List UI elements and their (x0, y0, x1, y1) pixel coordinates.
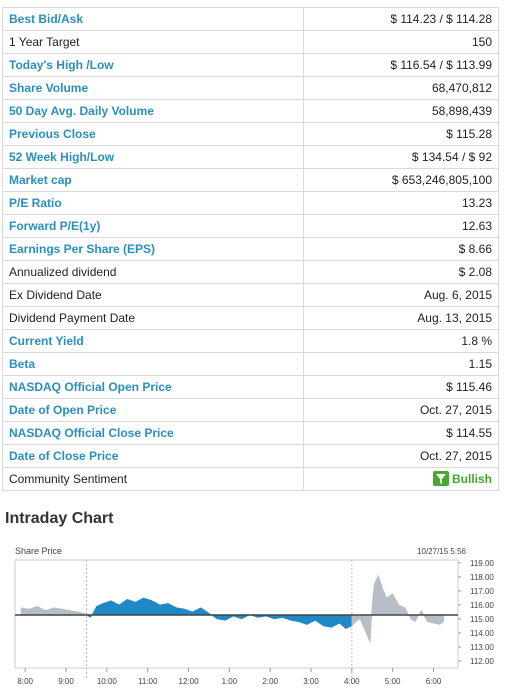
x-tick-label: 10:00 (97, 677, 118, 686)
y-tick-label: 118.00 (470, 573, 494, 582)
community-sentiment-value: Bullish (303, 467, 499, 491)
series-label: Share Price (15, 546, 62, 556)
quote-row: Earnings Per Share (EPS) $ 8.66 (1, 237, 499, 261)
after-hours-area (351, 574, 445, 643)
quote-row-value: Oct. 27, 2015 (303, 444, 499, 468)
quote-row-value: 58,898,439 (303, 99, 499, 123)
y-tick-label: 117.00 (470, 587, 494, 596)
quote-row: Date of Open Price Oct. 27, 2015 (1, 398, 499, 422)
quote-row-value: Aug. 6, 2015 (303, 283, 499, 307)
quote-row-value: $ 114.23 / $ 114.28 (303, 7, 499, 31)
quote-row-value: $ 114.55 (303, 421, 499, 445)
filter-funnel-icon (432, 471, 449, 487)
quote-row-label: Annualized dividend (1, 260, 305, 284)
quote-row: Beta 1.15 (1, 352, 499, 376)
x-tick-label: 1:00 (222, 677, 238, 686)
quote-row-value: $ 2.08 (303, 260, 499, 284)
quote-row-value: Oct. 27, 2015 (303, 398, 499, 422)
x-tick-label: 8:00 (17, 677, 33, 686)
x-tick-label: 3:00 (303, 677, 319, 686)
quote-row-label[interactable]: 50 Day Avg. Daily Volume (1, 99, 305, 123)
quote-row-value: 150 (303, 30, 499, 54)
quote-row: Today's High /Low $ 116.54 / $ 113.99 (1, 53, 499, 77)
quote-row: 52 Week High/Low $ 134.54 / $ 92 (1, 145, 499, 169)
y-tick-label: 115.00 (470, 615, 494, 624)
quote-row-label[interactable]: Market cap (1, 168, 305, 192)
quote-row-value: 68,470,812 (303, 76, 499, 100)
quote-row: 1 Year Target 150 (1, 30, 499, 54)
quote-row: 50 Day Avg. Daily Volume 58,898,439 (1, 99, 499, 123)
quote-row-value: $ 8.66 (303, 237, 499, 261)
quote-row: Current Yield 1.8 % (1, 329, 499, 353)
sentiment-text: Bullish (451, 471, 492, 486)
quote-row-label: 1 Year Target (1, 30, 305, 54)
quote-row-value: 12.63 (303, 214, 499, 238)
quote-row: NASDAQ Official Open Price $ 115.46 (1, 375, 499, 399)
quote-row-label[interactable]: 52 Week High/Low (1, 145, 305, 169)
y-tick-label: 112.00 (470, 657, 494, 666)
quote-row: NASDAQ Official Close Price $ 114.55 (1, 421, 499, 445)
intraday-chart: 119.00 118.00 117.00 116.00 115.00 114.00 113.… (14, 546, 494, 686)
community-sentiment-label: Community Sentiment (1, 467, 305, 491)
bullish-sentiment-link[interactable]: Bullish (432, 471, 492, 487)
quote-row-value: 1.15 (303, 352, 499, 376)
quote-row-value: Aug. 13, 2015 (303, 306, 499, 330)
quote-row-label[interactable]: Current Yield (1, 329, 305, 353)
quote-row: Share Volume 68,470,812 (1, 76, 499, 100)
x-tick-label: 2:00 (262, 677, 278, 686)
x-tick-label: 11:00 (138, 677, 158, 686)
quote-row-label[interactable]: P/E Ratio (1, 191, 305, 215)
quote-row: Date of Close Price Oct. 27, 2015 (1, 444, 499, 468)
quote-row-label[interactable]: Best Bid/Ask (1, 7, 305, 31)
quote-row-label[interactable]: Date of Close Price (1, 444, 305, 468)
quote-row: P/E Ratio 13.23 (1, 191, 499, 215)
community-sentiment-row: Community Sentiment Bullish (1, 467, 499, 491)
quote-row-label[interactable]: Beta (1, 352, 305, 376)
quote-row-label: Ex Dividend Date (1, 283, 305, 307)
quote-row: Forward P/E(1y) 12.63 (1, 214, 499, 238)
regular-session-area (86, 597, 353, 630)
quote-row-value: 13.23 (303, 191, 499, 215)
y-tick-label: 116.00 (470, 601, 494, 610)
quote-row-label[interactable]: Previous Close (1, 122, 305, 146)
x-tick-label: 6:00 (426, 677, 442, 686)
quote-row-value: $ 134.54 / $ 92 (303, 145, 499, 169)
x-tick-label: 9:00 (58, 677, 74, 686)
quote-row-label[interactable]: Today's High /Low (1, 53, 305, 77)
quote-row-label[interactable]: Forward P/E(1y) (1, 214, 305, 238)
quote-row: Ex Dividend Date Aug. 6, 2015 (1, 283, 499, 307)
chart-timestamp: 10/27/15 5:56 (417, 547, 466, 556)
x-tick-label: 5:00 (385, 677, 401, 686)
quote-row-label[interactable]: NASDAQ Official Open Price (1, 375, 305, 399)
quote-summary-table: Best Bid/Ask $ 114.23 / $ 114.28 1 Year Ta… (1, 7, 499, 491)
x-tick-label: 12:00 (179, 677, 200, 686)
quote-row-label[interactable]: Share Volume (1, 76, 305, 100)
quote-row-value: 1.8 % (303, 329, 499, 353)
quote-row-label[interactable]: NASDAQ Official Close Price (1, 421, 305, 445)
y-tick-label: 119.00 (470, 559, 494, 568)
quote-row-label[interactable]: Date of Open Price (1, 398, 305, 422)
quote-row: Best Bid/Ask $ 114.23 / $ 114.28 (1, 7, 499, 31)
y-tick-label: 114.00 (470, 629, 494, 638)
quote-row-value: $ 653,246,805,100 (303, 168, 499, 192)
quote-row-label[interactable]: Earnings Per Share (EPS) (1, 237, 305, 261)
quote-table-body: Best Bid/Ask $ 114.23 / $ 114.28 1 Year Ta… (1, 7, 499, 491)
x-tick-label: 4:00 (344, 677, 360, 686)
y-tick-label: 113.00 (470, 643, 494, 652)
quote-row: Annualized dividend $ 2.08 (1, 260, 499, 284)
quote-row-value: $ 115.46 (303, 375, 499, 399)
quote-row: Dividend Payment Date Aug. 13, 2015 (1, 306, 499, 330)
quote-row: Previous Close $ 115.28 (1, 122, 499, 146)
quote-row: Market cap $ 653,246,805,100 (1, 168, 499, 192)
quote-row-value: $ 115.28 (303, 122, 499, 146)
quote-row-value: $ 116.54 / $ 113.99 (303, 53, 499, 77)
quote-row-label: Dividend Payment Date (1, 306, 305, 330)
intraday-chart-title: Intraday Chart (5, 510, 114, 527)
